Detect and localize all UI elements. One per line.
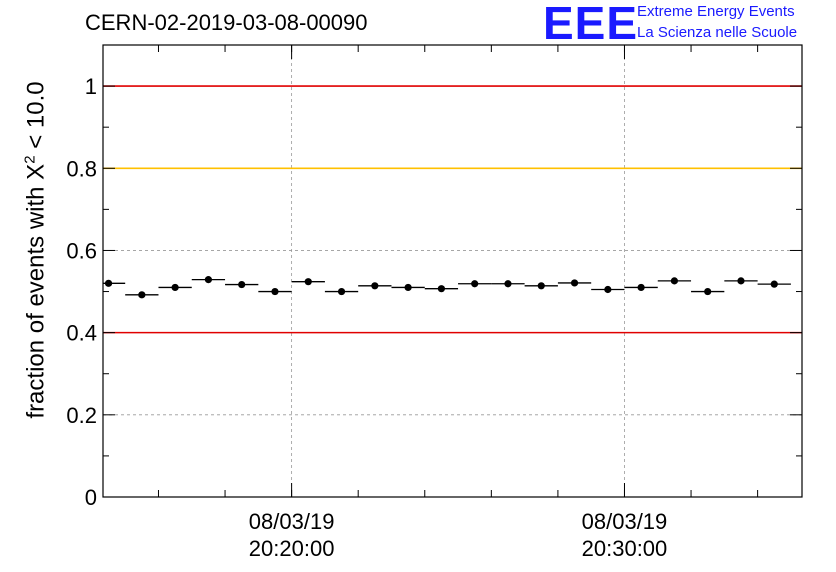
data-point <box>404 283 412 292</box>
y-tick-label: 0.4 <box>66 321 97 346</box>
data-point <box>304 278 312 286</box>
y-axis: 0 0.2 0.4 0.6 0.8 1 <box>66 44 802 510</box>
y-tick-label: 0.6 <box>66 238 97 263</box>
data-point <box>770 280 778 288</box>
data-point <box>704 287 712 296</box>
y-axis-label-prefix: fraction of events with X <box>22 163 50 419</box>
data-points <box>103 276 791 299</box>
data-point <box>171 283 179 292</box>
data-point <box>670 277 679 285</box>
data-point <box>138 291 146 299</box>
data-point <box>471 280 479 288</box>
data-point <box>504 280 512 288</box>
y-tick-label: 0 <box>85 485 97 510</box>
x-tick-label-date: 08/03/19 <box>582 509 668 534</box>
data-point <box>604 285 612 294</box>
data-point <box>104 279 113 287</box>
x-tick-label-date: 08/03/19 <box>249 509 335 534</box>
grid-lines <box>103 45 802 497</box>
logo-text-line1: Extreme Energy Events <box>637 3 795 20</box>
x-tick-label-time: 20:30:00 <box>582 536 668 561</box>
y-axis-label-suffix: < 10.0 <box>22 81 50 156</box>
chart-title: CERN-02-2019-03-08-00090 <box>85 10 368 35</box>
y-tick-label: 0.2 <box>66 403 97 428</box>
data-point <box>371 282 379 290</box>
y-axis-label: fraction of events with X2 < 10.0 <box>22 81 51 418</box>
data-point <box>271 287 279 296</box>
data-point <box>238 280 246 289</box>
y-tick-label: 0.8 <box>66 156 97 181</box>
data-point <box>637 283 645 292</box>
data-point <box>537 282 545 290</box>
y-axis-label-superscript: 2 <box>21 155 39 164</box>
plot-frame <box>102 44 803 498</box>
y-tick-label: 1 <box>85 74 97 99</box>
eee-logo-mark: EEE <box>543 0 639 49</box>
data-point <box>204 276 213 284</box>
data-point <box>337 287 346 296</box>
data-point <box>570 279 579 287</box>
x-tick-label-time: 20:20:00 <box>249 536 335 561</box>
reference-lines <box>103 85 802 334</box>
data-point <box>437 285 446 293</box>
logo-text-line2: La Scienza nelle Scuole <box>637 24 798 41</box>
data-point <box>737 277 745 285</box>
